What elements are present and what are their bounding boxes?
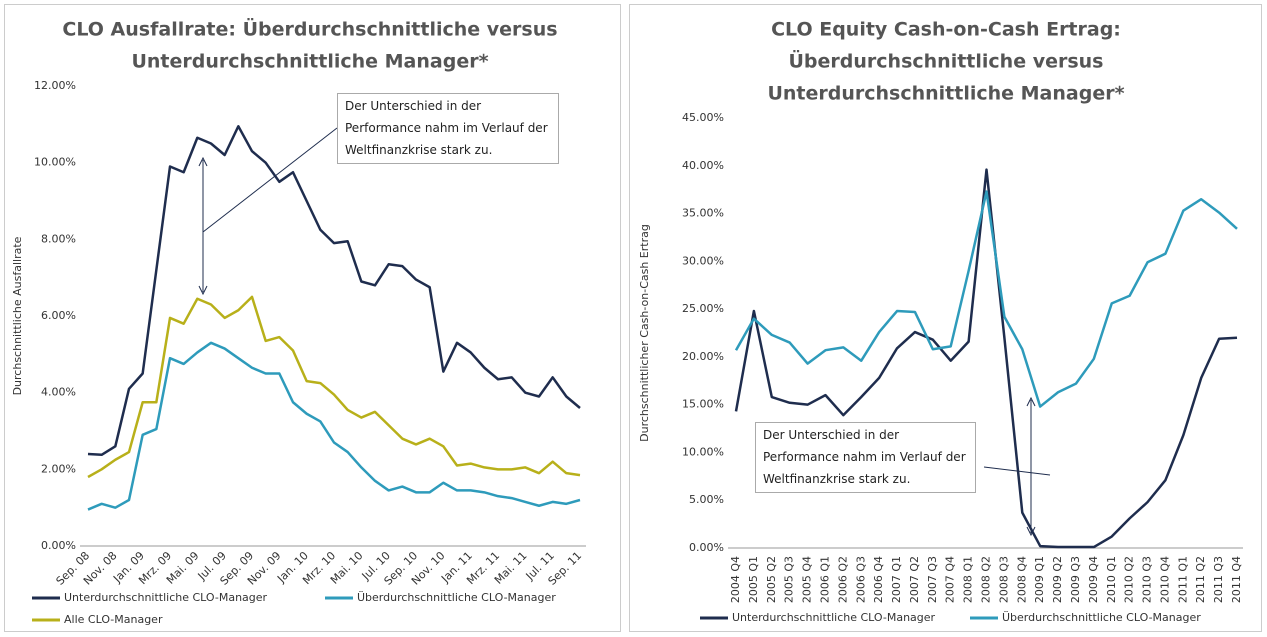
x-tick-label: 2008 Q3 [997, 556, 1010, 603]
chart-title: Unterdurchschnittliche Manager* [767, 83, 1124, 105]
x-tick-label: 2006 Q2 [836, 556, 849, 603]
annotation-box [755, 422, 976, 493]
x-tick-label: 2009 Q1 [1033, 556, 1046, 603]
x-tick-label: 2009 Q2 [1051, 556, 1064, 603]
x-tick-label: 2006 Q1 [818, 556, 831, 603]
x-tick-label: 2011 Q3 [1212, 556, 1225, 603]
x-tick-label: 2008 Q2 [980, 556, 993, 603]
x-tick-label: 2011 Q2 [1194, 556, 1207, 603]
y-tick-label: 0.00% [689, 541, 724, 554]
legend-label: Unterdurchschnittliche CLO-Manager [732, 611, 936, 624]
x-tick-label: 2007 Q1 [890, 556, 903, 603]
y-tick-label: 20.00% [682, 350, 724, 363]
x-tick-label: 2010 Q3 [1141, 556, 1154, 603]
y-tick-label: 10.00% [682, 445, 724, 458]
y-tick-label: 12.00% [34, 79, 76, 92]
panel [629, 4, 1262, 632]
y-tick-label: 5.00% [689, 493, 724, 506]
x-tick-label: 2010 Q1 [1105, 556, 1118, 603]
x-tick-label: 2005 Q2 [765, 556, 778, 603]
chart-title: CLO Equity Cash-on-Cash Ertrag: [771, 19, 1121, 41]
annotation-text: Der Unterschied in der Performance nahm … [763, 428, 966, 486]
line-series [734, 190, 1238, 408]
arrowheads [198, 156, 208, 296]
x-tick-label: 2007 Q2 [908, 556, 921, 603]
annotation: Der Unterschied in der Performance nahm … [763, 428, 966, 486]
legend-label: Unterdurchschnittliche CLO-Manager [64, 591, 268, 604]
legend-label: Alle CLO-Manager [64, 613, 163, 626]
x-tick-label: 2011 Q1 [1176, 556, 1189, 603]
y-axis-label: Durchschnittlicher Cash-on-Cash Ertrag [638, 224, 651, 442]
annotation: Der Unterschied in der Performance nahm … [345, 99, 548, 157]
x-tick-label: 2009 Q4 [1087, 556, 1100, 603]
line-series [87, 341, 581, 511]
y-tick-label: 30.00% [682, 254, 724, 267]
x-tick-label: 2007 Q4 [944, 556, 957, 603]
line-series [734, 168, 1238, 549]
x-tick-label: 2010 Q2 [1123, 556, 1136, 603]
x-tick-label: 2006 Q3 [854, 556, 867, 603]
y-tick-label: 4.00% [41, 386, 76, 399]
legend-label: Überdurchschnittliche CLO-Manager [1002, 611, 1201, 624]
y-tick-label: 25.00% [682, 302, 724, 315]
x-tick-label: 2005 Q4 [801, 556, 814, 603]
x-tick-label: 2005 Q3 [783, 556, 796, 603]
chart-title: Unterdurchschnittliche Manager* [131, 51, 488, 73]
x-tick-label: 2011 Q4 [1230, 556, 1243, 603]
y-axis-label: Durchschnittliche Ausfallrate [11, 236, 24, 395]
y-tick-label: 15.00% [682, 398, 724, 411]
annotation-box [337, 93, 559, 164]
chart-title: CLO Ausfallrate: Überdurchschnittliche v… [62, 17, 557, 41]
annotation-text: Der Unterschied in der Performance nahm … [345, 99, 548, 157]
leader-line [202, 127, 338, 233]
line-series [87, 125, 581, 457]
x-tick-label: 2008 Q1 [962, 556, 975, 603]
legend-label: Überdurchschnittliche CLO-Manager [357, 591, 556, 604]
arrowheads [1026, 396, 1036, 537]
x-tick-label: 2005 Q1 [747, 556, 760, 603]
y-tick-label: 40.00% [682, 159, 724, 172]
x-tick-label: 2006 Q4 [872, 556, 885, 603]
y-tick-label: 10.00% [34, 156, 76, 169]
x-tick-label: 2008 Q4 [1015, 556, 1028, 603]
y-tick-label: 8.00% [41, 232, 76, 245]
y-tick-label: 0.00% [41, 539, 76, 552]
x-tick-label: 2004 Q4 [729, 556, 742, 603]
x-tick-label: 2007 Q3 [926, 556, 939, 603]
y-tick-label: 6.00% [41, 309, 76, 322]
chart-title: Überdurchschnittliche versus [789, 49, 1104, 73]
x-tick-label: 2009 Q3 [1069, 556, 1082, 603]
panel [4, 4, 621, 632]
y-tick-label: 45.00% [682, 111, 724, 124]
line-series [87, 295, 581, 479]
y-tick-label: 35.00% [682, 207, 724, 220]
x-tick-label: 2010 Q4 [1158, 556, 1171, 603]
y-tick-label: 2.00% [41, 462, 76, 475]
